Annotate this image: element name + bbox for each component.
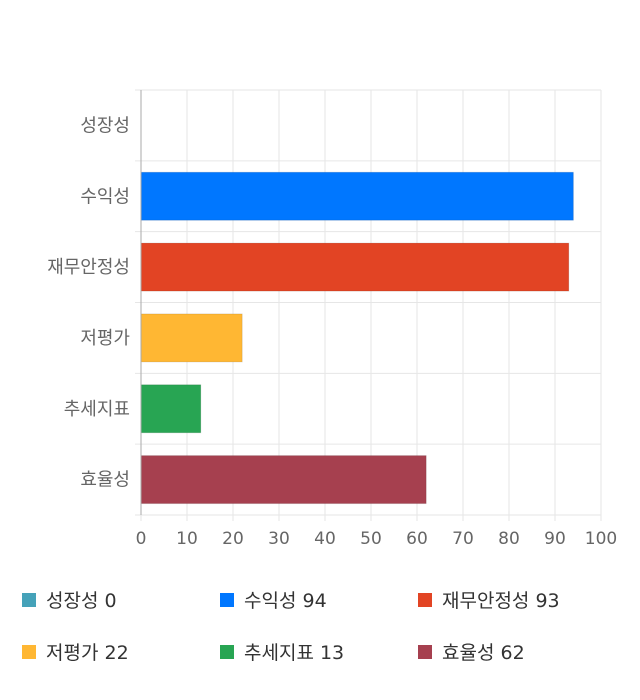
bar-수익성	[140, 171, 574, 221]
x-tick-label: 80	[498, 529, 520, 549]
bar-저평가	[140, 313, 243, 363]
x-tick-label: 100	[585, 529, 617, 549]
legend-item[interactable]: 저평가 22	[22, 638, 129, 665]
x-tick-label: 30	[268, 529, 290, 549]
legend-label: 추세지표 13	[244, 642, 345, 664]
legend-swatch	[220, 592, 234, 607]
legend-swatch	[220, 644, 234, 659]
legend-label: 재무안정성 93	[442, 590, 560, 612]
x-tick-label: 10	[176, 529, 198, 549]
y-category-label: 효율성	[80, 470, 130, 491]
legend-swatch	[22, 592, 36, 607]
legend-label: 효율성 62	[442, 642, 525, 664]
y-category-label: 수익성	[80, 186, 130, 207]
legend-item[interactable]: 수익성 94	[220, 586, 327, 613]
legend-item[interactable]: 재무안정성 93	[418, 586, 560, 613]
y-category-label: 성장성	[80, 115, 130, 136]
x-tick-label: 90	[544, 529, 566, 549]
legend-swatch	[22, 644, 36, 659]
y-category-label: 저평가	[80, 328, 130, 349]
bar-추세지표	[140, 384, 202, 434]
legend-label: 성장성 0	[46, 590, 117, 612]
legend-swatch	[418, 644, 432, 659]
y-category-label: 추세지표	[64, 399, 130, 420]
legend-item[interactable]: 추세지표 13	[220, 638, 344, 665]
x-tick-label: 60	[406, 529, 428, 549]
x-tick-label: 20	[222, 529, 244, 549]
legend-label: 저평가 22	[46, 642, 129, 664]
x-tick-label: 70	[452, 529, 474, 549]
x-tick-label: 50	[360, 529, 382, 549]
legend-item[interactable]: 성장성 0	[22, 586, 117, 613]
x-tick-label: 0	[136, 529, 147, 549]
legend-swatch	[418, 592, 432, 607]
legend-item[interactable]: 효율성 62	[418, 638, 525, 665]
bar-효율성	[140, 455, 427, 505]
y-category-label: 재무안정성	[47, 257, 130, 278]
bar-chart: 0 10 20 30 40 50 60 70 80 90 100 성장성수익성재무안정성저평가추세지표…	[47, 89, 617, 549]
x-tick-label: 40	[314, 529, 336, 549]
legend-label: 수익성 94	[244, 590, 327, 612]
bar-재무안정성	[140, 242, 570, 292]
